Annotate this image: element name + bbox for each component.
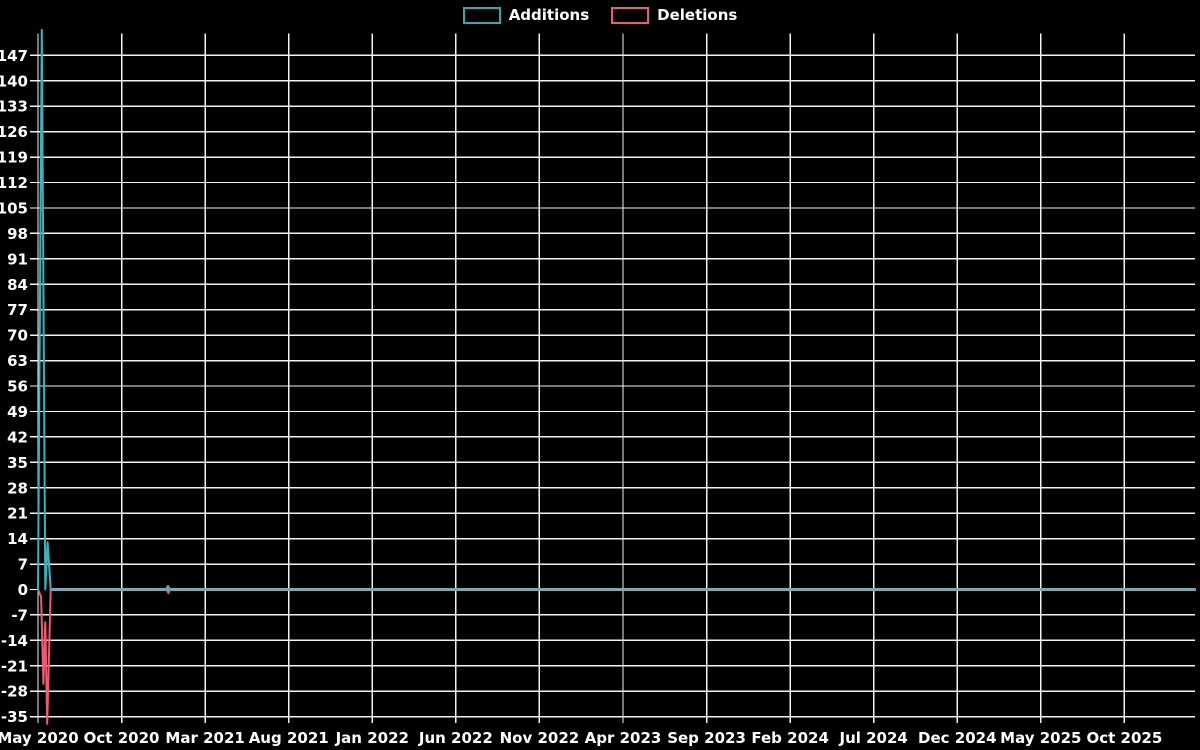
x-tick-label: Aug 2021	[249, 729, 329, 747]
y-tick-label: 147	[0, 47, 28, 65]
y-tick-label: 42	[7, 428, 28, 446]
y-tick-label: 49	[7, 403, 28, 421]
x-tick-label: May 2025	[1000, 729, 1081, 747]
x-tick-label: Mar 2021	[165, 729, 244, 747]
y-tick-label: 70	[7, 327, 28, 345]
legend-item-deletions: Deletions	[611, 7, 737, 24]
y-tick-label: 56	[7, 378, 28, 396]
x-tick-label: Sep 2023	[667, 729, 746, 747]
y-tick-label: 105	[0, 199, 28, 217]
y-tick-label: -35	[1, 708, 28, 726]
y-tick-label: 112	[0, 174, 28, 192]
y-tick-label: 84	[7, 276, 28, 294]
y-tick-label: 98	[7, 225, 28, 243]
y-tick-label: 77	[7, 301, 28, 319]
chart-legend: Additions Deletions	[0, 7, 1200, 24]
x-tick-label: Apr 2023	[585, 729, 662, 747]
y-tick-label: -28	[1, 683, 28, 701]
y-tick-label: 133	[0, 98, 28, 116]
x-tick-label: Oct 2020	[84, 729, 160, 747]
additions-legend-label: Additions	[508, 6, 590, 24]
x-tick-label: Oct 2025	[1087, 729, 1163, 747]
deletions-swatch-icon	[611, 7, 650, 24]
x-tick-label: Feb 2024	[751, 729, 829, 747]
x-tick-label: Jan 2022	[335, 729, 409, 747]
y-tick-label: -21	[1, 657, 28, 675]
additions-swatch-icon	[462, 7, 501, 24]
y-tick-label: 7	[18, 556, 28, 574]
deletions-series-line	[37, 588, 52, 725]
additions-series-line	[164, 584, 172, 591]
y-tick-label: 140	[0, 72, 28, 90]
y-tick-label: 63	[7, 352, 28, 370]
deletions-legend-label: Deletions	[657, 6, 738, 24]
x-tick-label: Jul 2024	[839, 729, 908, 747]
y-tick-label: 21	[7, 505, 28, 523]
y-tick-label: -14	[1, 632, 28, 650]
deletions-series-line	[165, 588, 172, 595]
y-tick-label: 28	[7, 479, 28, 497]
y-tick-label: 119	[0, 149, 28, 167]
x-tick-label: Nov 2022	[500, 729, 580, 747]
y-tick-label: 126	[0, 123, 28, 141]
y-tick-label: 35	[7, 454, 28, 472]
y-tick-label: 91	[7, 250, 28, 268]
y-tick-label: 0	[18, 581, 28, 599]
x-tick-label: Jun 2022	[418, 729, 493, 747]
x-tick-label: Dec 2024	[918, 729, 997, 747]
legend-item-additions: Additions	[462, 6, 590, 24]
x-tick-label: May 2020	[0, 729, 79, 747]
y-tick-label: 14	[7, 530, 28, 548]
y-tick-label: -7	[11, 606, 28, 624]
additions-series-line	[37, 28, 52, 591]
